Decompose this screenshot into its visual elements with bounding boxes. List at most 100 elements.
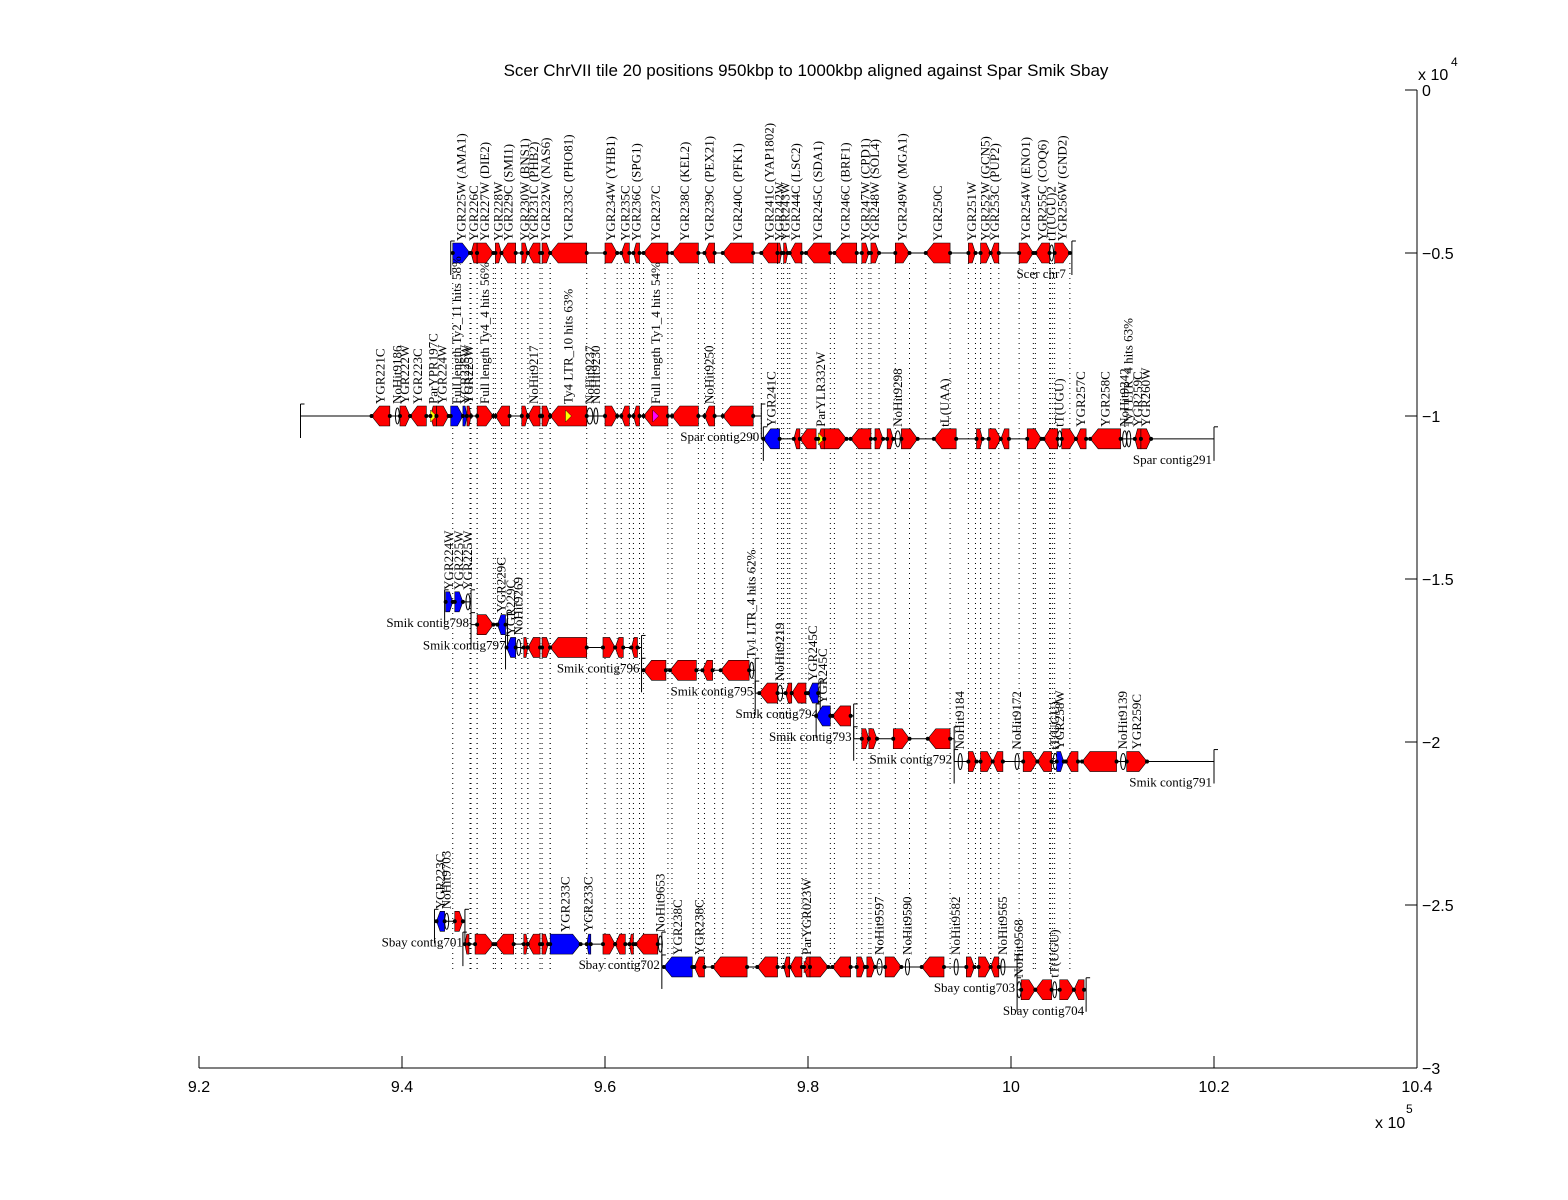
gene-boundary-dot: [931, 436, 936, 441]
gene-label: YGR245C: [805, 625, 820, 681]
x-tick-label: 9.8: [797, 1079, 819, 1096]
contig-track: Ty1 LTR_4 hits 62% Smik contig795: [641, 549, 760, 698]
gene-arrow: [868, 728, 878, 750]
gene-boundary-dot: [830, 713, 835, 718]
gene-boundary-dot: [507, 414, 512, 418]
feature-marker: [657, 935, 663, 953]
gene-boundary-dot: [720, 414, 725, 418]
gene-boundary-dot: [475, 414, 480, 418]
gene-label: YGR222W: [397, 344, 412, 404]
gene-label: YGR225W: [461, 344, 476, 404]
gene-label: YGR251W: [964, 181, 979, 241]
gene-label: ParYLR332W: [813, 351, 828, 427]
gene-boundary-dot: [469, 251, 474, 255]
gene-boundary-dot: [1067, 251, 1072, 255]
gene-arrow: [831, 956, 851, 978]
gene-boundary-dot: [966, 759, 971, 764]
y-axis: 0 −0.5 −1 −1.5 −2 −2.5 −3: [1405, 83, 1454, 1078]
y-tick-label: 0: [1422, 83, 1431, 100]
feature-marker: [876, 958, 883, 976]
gene-boundary-dot: [868, 436, 873, 441]
x-axis-exponent-base: x 10: [1375, 1115, 1405, 1132]
gene-label: YGR225W: [460, 530, 475, 590]
gene-boundary-dot: [996, 964, 1001, 969]
gene-label: YGR235C: [617, 185, 632, 241]
gene-arrow: [783, 242, 789, 264]
y-tick-label: −1.5: [1422, 572, 1454, 589]
gene-boundary-dot: [803, 251, 808, 255]
gene-boundary-dot: [464, 414, 469, 418]
gene-label: YGR229C: [493, 557, 508, 613]
gene-boundary-dot: [397, 414, 402, 418]
gene-label: NoHit9269: [511, 577, 526, 636]
gene-boundary-dot: [495, 622, 500, 627]
gene-arrow: [1034, 979, 1052, 1001]
gene-arrow: [1043, 428, 1058, 450]
gene-boundary-dot: [469, 414, 474, 418]
feature-marker: [586, 407, 594, 425]
gene-label: YGR240C (PFK1): [730, 143, 745, 241]
gene-boundary-dot: [619, 251, 624, 255]
gene-label: YGR259C: [1129, 694, 1144, 750]
gene-boundary-dot: [980, 436, 985, 441]
gene-boundary-dot: [629, 645, 634, 650]
gene-boundary-dot: [548, 414, 553, 418]
gene-label: YGR246C (BRF1): [838, 142, 853, 241]
gene-boundary-dot: [615, 251, 620, 255]
gene-boundary-dot: [755, 964, 760, 969]
gene-boundary-dot: [408, 414, 413, 418]
gene-arrow: [671, 242, 699, 264]
gene-arrow: [604, 405, 618, 427]
gene-label: YGR228W: [490, 181, 505, 241]
y-axis-exponent: 4: [1451, 55, 1458, 69]
gene-boundary-dot: [623, 942, 628, 947]
gene-inner-marker: [565, 409, 572, 423]
gene-boundary-dot: [443, 599, 448, 604]
gene-label: YGR236C (SPG1): [628, 143, 643, 241]
gene-label: YGR245C: [815, 648, 830, 704]
gene-label: Full length Ty1_4 hits 54%: [648, 262, 663, 404]
gene-arrow: [476, 405, 494, 427]
x-tick-label: 9.6: [594, 1079, 616, 1096]
gene-arrow: [643, 242, 669, 264]
gene-boundary-dot: [641, 414, 646, 418]
gene-boundary-dot: [1138, 436, 1143, 441]
gene-boundary-dot: [751, 251, 756, 255]
gene-boundary-dot: [816, 691, 821, 696]
gene-boundary-dot: [621, 645, 626, 650]
gene-boundary-dot: [848, 436, 853, 441]
gene-arrow: [980, 242, 992, 264]
gene-boundary-dot: [1088, 436, 1093, 441]
gene-boundary-dot: [783, 691, 788, 696]
gene-arrow: [549, 637, 588, 658]
gene-boundary-dot: [519, 251, 524, 255]
contig-label: Smik contig793: [769, 729, 852, 744]
gene-boundary-dot: [540, 942, 545, 947]
gene-boundary-dot: [696, 414, 701, 418]
gene-boundary-dot: [919, 964, 924, 969]
gene-boundary-dot: [893, 251, 898, 255]
gene-label: YGR231C (PHB2): [526, 142, 541, 241]
gene-boundary-dot: [816, 436, 821, 441]
gene-arrow: [874, 428, 884, 450]
gene-boundary-dot: [710, 668, 715, 673]
gene-label: YGR241C (YAP1802): [761, 123, 776, 241]
gene-boundary-dot: [976, 964, 981, 969]
gene-boundary-dot: [718, 668, 723, 673]
gene-boundary-dot: [475, 251, 480, 255]
gene-arrow: [541, 242, 551, 264]
contig-label: Smik contig796: [557, 660, 640, 675]
contig-label: Spar contig291: [1133, 452, 1212, 467]
gene-boundary-dot: [448, 414, 453, 418]
gene-boundary-dot: [978, 759, 983, 764]
gene-label: tT(UGU): [1047, 701, 1062, 749]
gene-label: YGR244C (LSC2): [788, 143, 803, 241]
gene-label: YGR258W: [1052, 690, 1067, 750]
gene-arrow: [541, 637, 551, 658]
gene-boundary-dot: [954, 436, 959, 441]
gene-boundary-dot: [1080, 759, 1085, 764]
gene-boundary-dot: [619, 414, 624, 418]
gene-arrow: [927, 728, 951, 750]
